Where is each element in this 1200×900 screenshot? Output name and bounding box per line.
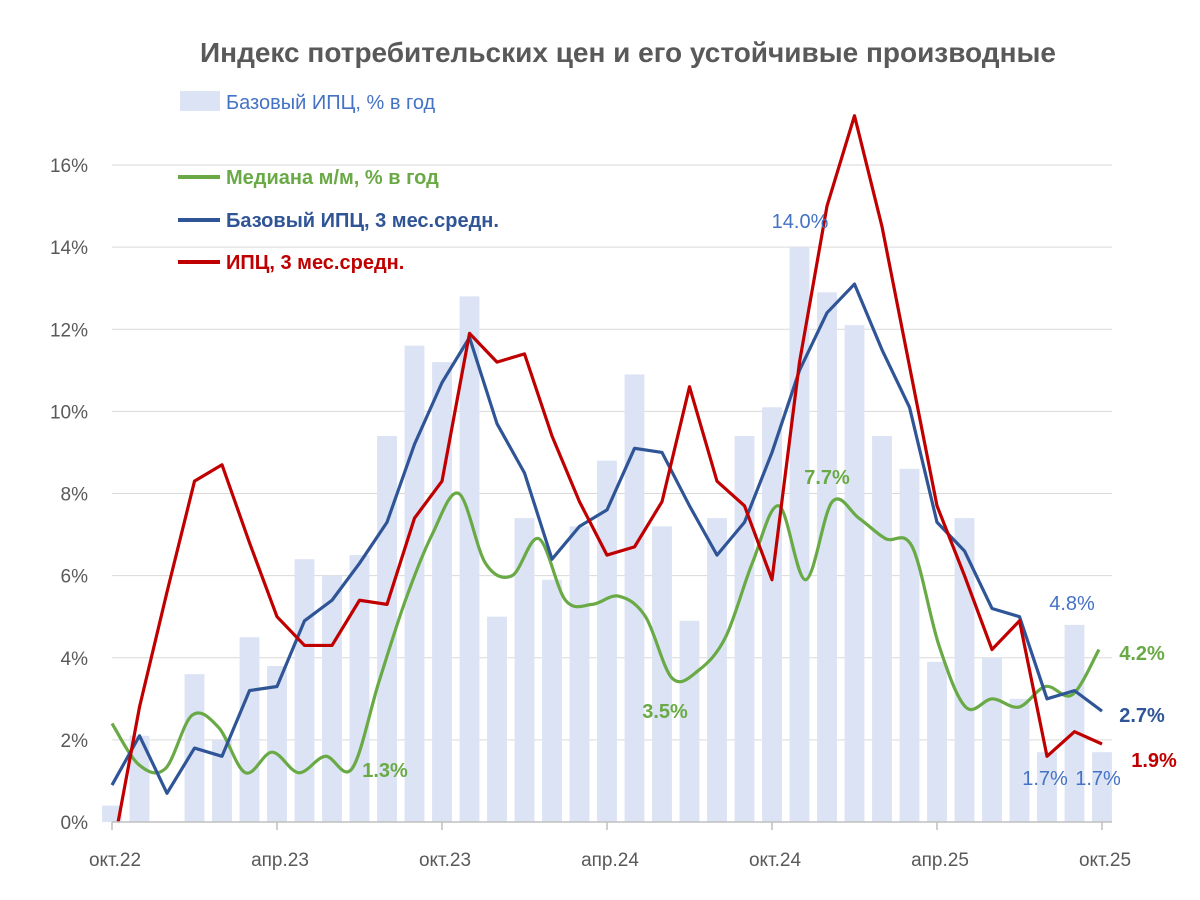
bar	[294, 559, 315, 822]
bar	[1092, 752, 1112, 822]
y-tick-label: 16%	[50, 156, 88, 177]
data-label: 4.8%	[1049, 593, 1095, 615]
bar	[624, 374, 645, 822]
data-label: 1.3%	[362, 760, 408, 782]
bar	[734, 436, 755, 822]
legend: Базовый ИПЦ, % в год Медиана м/м, % в год…	[178, 91, 499, 274]
bar	[542, 579, 562, 822]
bar	[349, 555, 370, 822]
x-tick-label: апр.23	[251, 850, 309, 871]
bar	[927, 661, 947, 822]
legend-label: Медиана м/м, % в год	[226, 167, 439, 189]
legend-label: Базовый ИПЦ, 3 мес.средн.	[226, 210, 499, 232]
annotations: 14.0% 4.8% 1.7% 1.7% 1.3% 3.5% 7.7% 4.2% 2.7% 1.9…	[362, 211, 1177, 790]
y-tick-label: 0%	[61, 813, 89, 834]
series-line	[110, 282, 1103, 795]
bar	[872, 436, 892, 822]
y-tick-label: 10%	[50, 402, 88, 423]
bar	[129, 735, 150, 822]
y-tick-label: 12%	[50, 320, 88, 341]
bar	[844, 325, 865, 822]
bar	[1064, 624, 1085, 822]
bar	[212, 739, 232, 822]
data-label: 7.7%	[804, 467, 850, 489]
bar	[679, 620, 700, 822]
bar	[707, 518, 727, 822]
y-tick-label: 8%	[61, 485, 89, 506]
x-tick-label: окт.22	[89, 850, 141, 871]
data-label: 2.7%	[1119, 705, 1165, 727]
bar	[597, 460, 617, 822]
x-tick-label: апр.24	[581, 850, 639, 871]
series-line	[116, 114, 1103, 822]
bar	[267, 665, 287, 822]
bar	[239, 637, 260, 822]
bar	[102, 805, 122, 822]
y-tick-label: 2%	[61, 731, 89, 752]
data-label: 1.9%	[1131, 750, 1177, 772]
x-tick-label: апр.25	[911, 850, 969, 871]
bar	[899, 468, 920, 822]
data-label: 4.2%	[1119, 643, 1165, 665]
axes: 0% 2% 4% 6% 8% 10% 12% 14% 16% окт.22 апр.23 окт.23…	[50, 156, 1131, 871]
legend-label: ИПЦ, 3 мес.средн.	[226, 252, 404, 274]
chart-title: Индекс потребительских цен и его устойчи…	[200, 37, 1056, 68]
series-line	[110, 491, 1101, 775]
bar	[982, 657, 1002, 822]
data-label: 1.7%	[1022, 768, 1068, 790]
bar	[487, 616, 507, 822]
bar	[954, 518, 975, 822]
data-label: 3.5%	[642, 701, 688, 723]
bar	[569, 526, 590, 822]
bars	[102, 247, 1112, 822]
legend-label: Базовый ИПЦ, % в год	[226, 92, 436, 114]
legend-swatch	[180, 91, 220, 111]
y-tick-label: 14%	[50, 238, 88, 259]
data-label: 14.0%	[772, 211, 829, 233]
x-tick-label: окт.24	[749, 850, 802, 871]
x-tick-label: окт.25	[1079, 850, 1131, 871]
x-tick-label: окт.23	[419, 850, 471, 871]
bar	[762, 407, 782, 822]
series-lines	[110, 114, 1103, 822]
data-label: 1.7%	[1075, 768, 1121, 790]
bar	[322, 575, 342, 822]
bar	[817, 292, 837, 822]
bar	[789, 247, 810, 822]
bar	[1009, 698, 1030, 822]
bar	[459, 296, 480, 822]
bar	[652, 526, 672, 822]
y-tick-label: 6%	[61, 567, 89, 588]
bar	[514, 518, 535, 822]
bar	[404, 345, 425, 822]
y-tick-label: 4%	[61, 649, 89, 670]
bar	[432, 362, 452, 822]
bar	[1037, 752, 1057, 822]
